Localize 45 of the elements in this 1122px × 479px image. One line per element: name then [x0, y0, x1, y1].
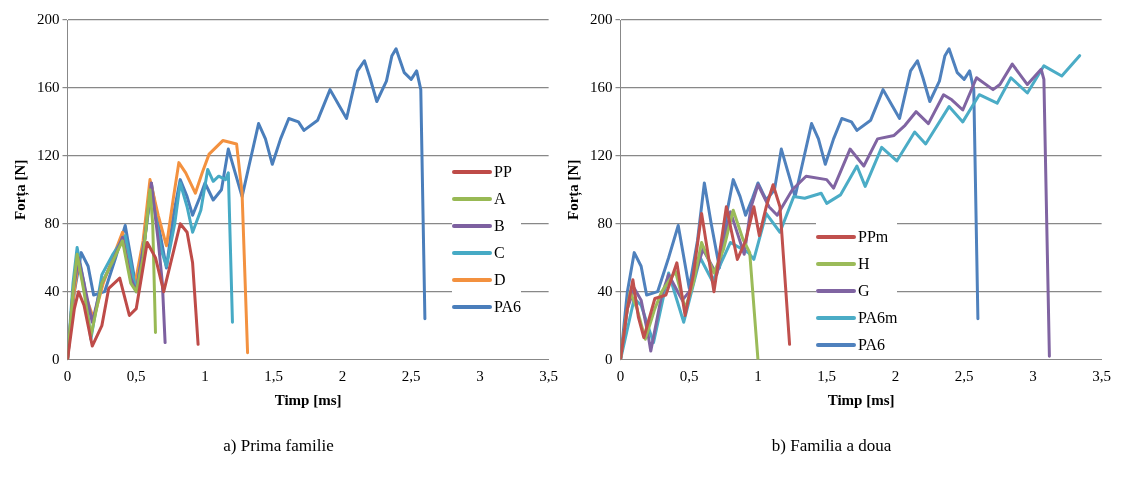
x-tick-label: 3: [1029, 367, 1037, 384]
x-axis-title: Timp [ms]: [827, 392, 895, 409]
y-tick-label: 160: [590, 78, 613, 95]
x-tick-label: 3: [476, 367, 484, 384]
legend-label: PA6: [858, 335, 885, 354]
y-axis-title: Forța [N]: [11, 159, 29, 220]
legend-label: PPm: [858, 227, 889, 246]
y-tick-label: 200: [37, 10, 60, 27]
x-tick-label: 3,5: [1092, 367, 1111, 384]
y-tick-label: 40: [44, 282, 60, 299]
x-tick-label: 1: [201, 367, 209, 384]
legend-label: C: [494, 243, 505, 262]
legend-label: B: [494, 216, 505, 235]
text: b) Familia a doua: [771, 436, 892, 456]
x-tick-label: 2: [338, 367, 347, 384]
y-tick-label: 40: [597, 282, 613, 299]
x-tick-label: 0,5: [126, 367, 146, 384]
y-tick-label: 120: [37, 146, 60, 163]
x-tick-label: 2,5: [401, 367, 421, 384]
y-tick-label: 120: [590, 146, 613, 163]
y-tick-label: 0: [605, 350, 613, 367]
legend-label: H: [858, 254, 870, 273]
x-tick-label: 1: [754, 367, 762, 384]
y-tick-label: 0: [52, 350, 60, 367]
x-tick-label: 0: [616, 367, 625, 384]
x-tick-label: 1,5: [264, 367, 284, 384]
x-tick-label: 2,5: [954, 367, 974, 384]
y-tick-label: 160: [37, 78, 60, 95]
legend-label: A: [494, 189, 506, 208]
legend-label: PA6m: [858, 308, 898, 327]
legend-label: D: [494, 270, 506, 289]
x-axis-title: Timp [ms]: [274, 392, 342, 409]
legend-label: PA6: [494, 297, 521, 316]
x-tick-label: 0: [63, 367, 72, 384]
y-tick-label: 80: [597, 214, 613, 231]
x-tick-label: 2: [891, 367, 900, 384]
legend-label: PP: [494, 162, 512, 181]
y-tick-label: 200: [590, 10, 613, 27]
y-tick-label: 80: [44, 214, 60, 231]
y-axis-title: Forța [N]: [564, 159, 582, 220]
text: a) Prima familie: [223, 436, 334, 456]
x-tick-label: 0,5: [679, 367, 699, 384]
x-tick-label: 3,5: [539, 367, 558, 384]
legend-label: G: [858, 281, 870, 300]
x-tick-label: 1,5: [817, 367, 837, 384]
